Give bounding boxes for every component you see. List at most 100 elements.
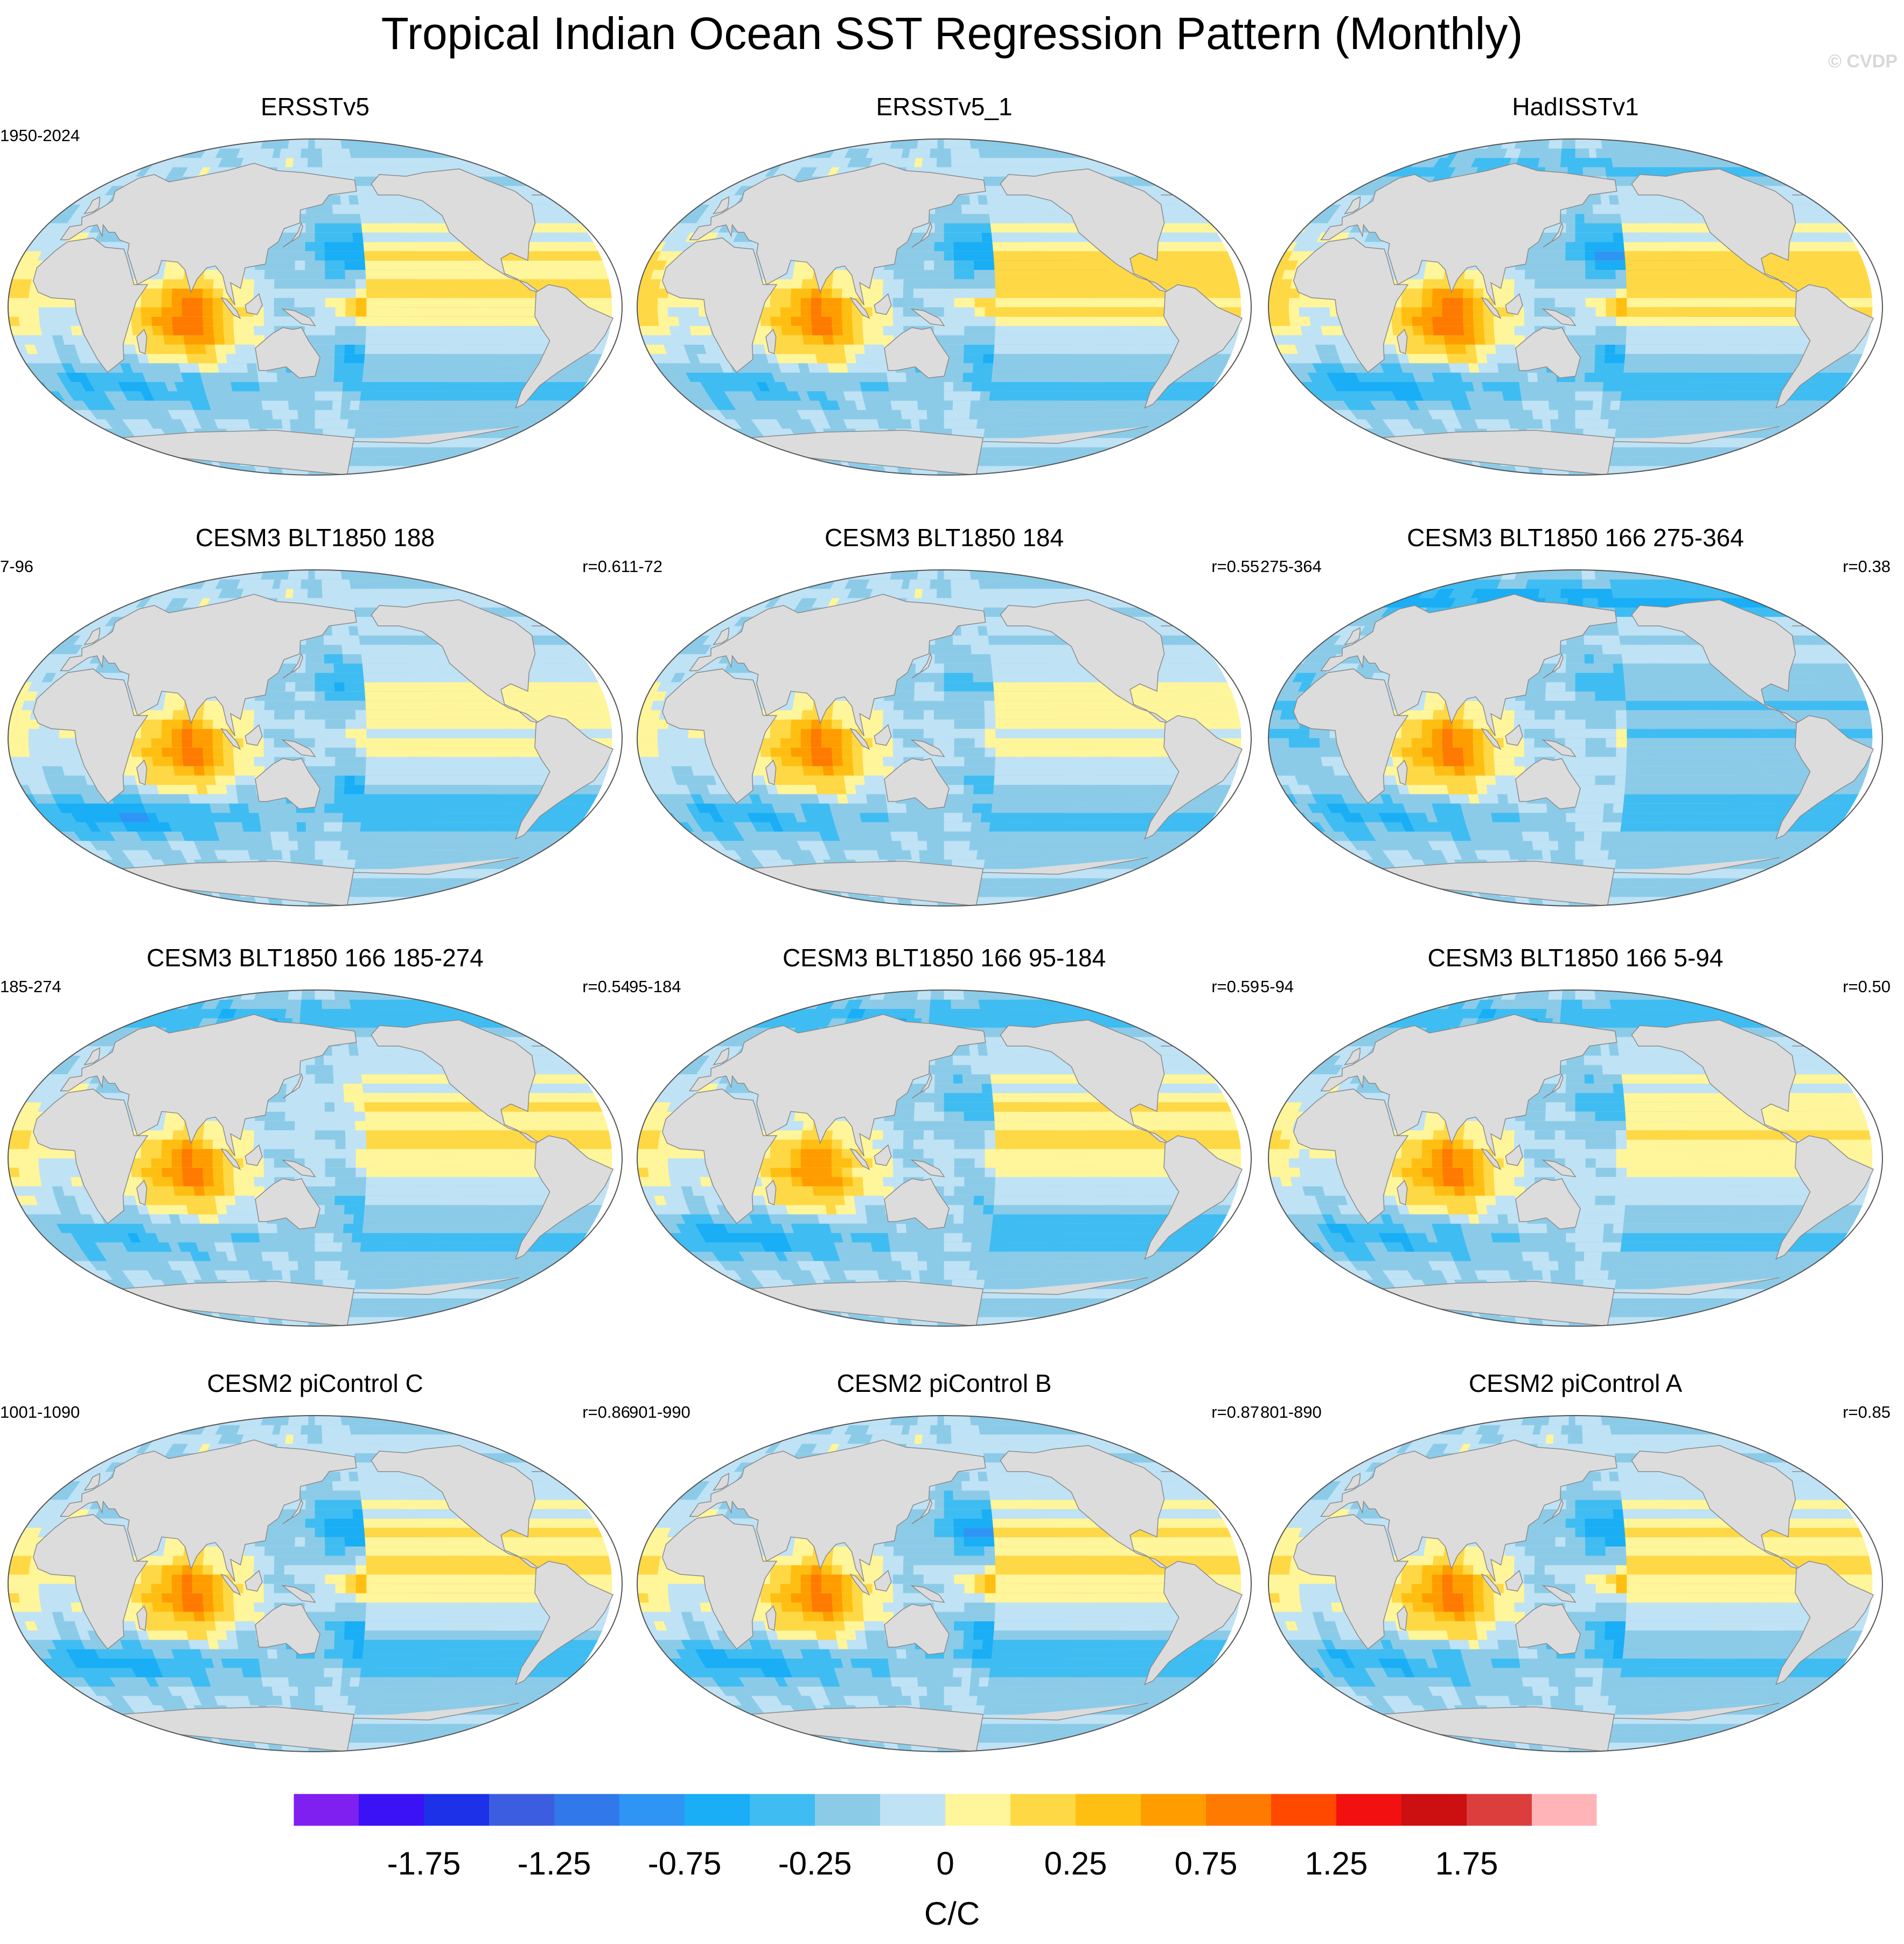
sst-cell <box>264 260 276 270</box>
sst-cell <box>964 288 975 298</box>
sst-cell <box>106 447 124 457</box>
sst-cell <box>141 316 153 326</box>
sst-cell <box>525 428 542 438</box>
sst-cell <box>355 306 367 317</box>
sst-cell <box>335 288 346 298</box>
sst-cell <box>963 250 974 261</box>
sst-cell <box>490 456 508 466</box>
sst-cell <box>669 325 682 336</box>
sst-cell <box>1078 139 1093 149</box>
sst-cell <box>455 465 471 475</box>
sst-cell <box>913 297 924 308</box>
sst-cell <box>1142 157 1161 168</box>
sst-cell <box>204 344 217 354</box>
sst-cell <box>980 381 992 392</box>
sst-cell <box>330 166 339 177</box>
sst-cell <box>334 335 346 345</box>
sst-cell <box>647 297 659 308</box>
sst-cell <box>62 185 81 196</box>
sst-cell <box>235 353 247 364</box>
sst-cell <box>485 157 502 168</box>
sst-cell <box>904 260 915 270</box>
sst-cell <box>294 288 305 298</box>
sst-cell <box>944 222 954 233</box>
sst-cell <box>171 288 183 298</box>
sst-cell <box>730 148 749 158</box>
sst-cell <box>499 157 517 168</box>
sst-cell <box>709 176 727 186</box>
sst-cell <box>115 148 134 158</box>
sst-cell <box>710 166 729 177</box>
sst-cell <box>162 325 174 336</box>
sst-cell <box>802 335 814 345</box>
sst-cell <box>853 335 864 345</box>
sst-cell <box>684 409 702 420</box>
sst-cell <box>1379 465 1397 475</box>
sst-cell <box>1760 447 1777 457</box>
sst-cell <box>39 316 51 326</box>
sst-cell <box>430 465 444 475</box>
sst-cell <box>324 381 334 392</box>
sst-cell <box>323 204 333 214</box>
sst-cell <box>1593 381 1604 392</box>
sst-cell <box>761 465 779 475</box>
sst-cell <box>1446 465 1461 475</box>
sst-cell <box>835 353 847 364</box>
sst-cell <box>833 269 845 280</box>
sst-cell <box>801 139 817 149</box>
sst-cell <box>355 278 366 289</box>
sst-cell <box>228 372 241 382</box>
sst-cell <box>224 335 235 345</box>
figure-title: Tropical Indian Ocean SST Regression Pat… <box>0 6 1904 60</box>
sst-cell <box>50 325 63 336</box>
sst-cell <box>1601 400 1612 410</box>
sst-cell <box>456 456 472 466</box>
sst-cell <box>781 278 793 289</box>
sst-cell <box>315 288 326 298</box>
sst-cell <box>161 316 173 326</box>
sst-cell <box>888 381 899 392</box>
sst-cell <box>315 335 326 345</box>
sst-cell <box>1608 409 1619 420</box>
sst-cell <box>982 363 993 373</box>
sst-cell <box>903 297 914 308</box>
sst-cell <box>334 269 346 280</box>
sst-cell <box>981 372 993 382</box>
sst-cell <box>963 232 973 242</box>
sst-cell <box>933 306 945 317</box>
sst-cell <box>836 363 849 373</box>
sst-cell <box>179 139 194 149</box>
sst-cell <box>1383 456 1400 466</box>
sst-cell <box>158 456 174 466</box>
sst-cell <box>233 288 245 298</box>
sst-cell <box>1358 447 1377 457</box>
sst-cell <box>863 344 875 354</box>
sst-cell <box>468 465 485 475</box>
sst-cell <box>969 409 979 420</box>
sst-cell <box>667 297 679 308</box>
sst-cell <box>770 306 781 317</box>
sst-cell <box>792 269 805 280</box>
sst-cell <box>470 456 486 466</box>
sst-cell <box>852 316 863 326</box>
sst-cell <box>1737 456 1754 466</box>
sst-cell <box>815 353 828 364</box>
sst-cell <box>263 288 275 298</box>
sst-cell <box>811 306 822 317</box>
sst-cell <box>857 372 870 382</box>
sst-cell <box>345 325 357 336</box>
sst-cell <box>973 344 985 354</box>
sst-cell <box>499 447 517 457</box>
sst-cell <box>354 260 366 270</box>
sst-cell <box>963 363 974 373</box>
sst-cell <box>835 139 849 149</box>
sst-cell <box>1116 139 1134 149</box>
sst-cell <box>249 381 261 392</box>
sst-cell <box>748 139 766 149</box>
sst-cell <box>206 139 220 149</box>
sst-cell <box>1539 400 1550 410</box>
sst-cell <box>699 325 712 336</box>
sst-cell <box>1709 465 1725 475</box>
sst-cell <box>944 391 954 401</box>
sst-cell <box>497 148 515 158</box>
